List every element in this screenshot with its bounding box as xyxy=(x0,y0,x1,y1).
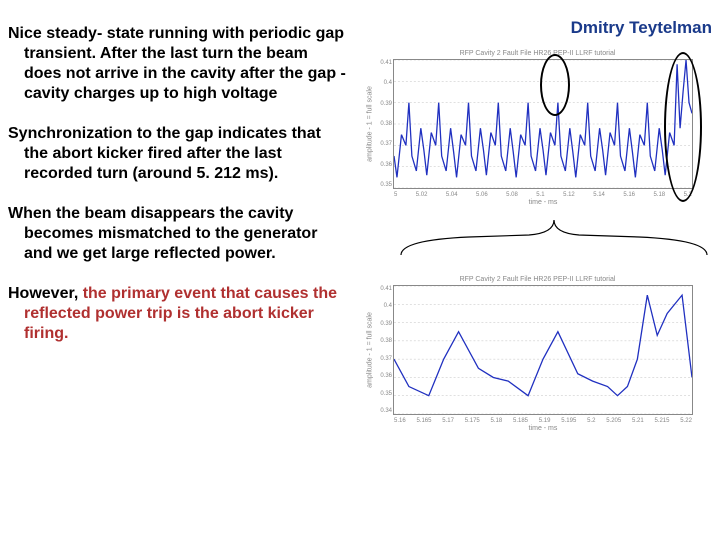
tick-label: 0.39 xyxy=(376,101,392,107)
tick-label: 5.21 xyxy=(632,418,644,424)
charts-column: RFP Cavity 2 Fault File HR26 PEP-II LLRF… xyxy=(365,50,710,442)
tick-label: 0.35 xyxy=(376,391,392,397)
tick-label: 0.35 xyxy=(376,182,392,188)
tick-label: 0.38 xyxy=(376,338,392,344)
paragraph-4-lead: However, xyxy=(8,285,83,302)
tick-label: 5.195 xyxy=(561,418,576,424)
paragraph-1: Nice steady- state running with periodic… xyxy=(4,24,349,104)
tick-label: 5.18 xyxy=(491,418,503,424)
tick-label: 5.185 xyxy=(513,418,528,424)
tick-label: 5.2 xyxy=(587,418,595,424)
chart-2-axes: amplitude - 1 = full scale 0.410.40.390.… xyxy=(393,285,693,415)
chart-1-xlabel: time - ms xyxy=(393,199,693,206)
chart-1-ylabel: amplitude - 1 = full scale xyxy=(367,86,374,162)
chart-2-plot xyxy=(394,286,692,414)
chart-2-xticks: 5.16 5.165 5.17 5.175 5.18 5.185 5.19 5.195 5.2 5… xyxy=(394,418,692,424)
tick-label: 5.17 xyxy=(442,418,454,424)
tick-label: 5.04 xyxy=(446,192,458,198)
text-column: Nice steady- state running with periodic… xyxy=(4,24,349,364)
tick-label: 5.165 xyxy=(416,418,431,424)
chart-2-xlabel: time - ms xyxy=(393,425,693,432)
tick-label: 5.06 xyxy=(476,192,488,198)
tick-label: 0.38 xyxy=(376,121,392,127)
tick-label: 0.36 xyxy=(376,373,392,379)
chart-2-title: RFP Cavity 2 Fault File HR26 PEP-II LLRF… xyxy=(365,276,710,283)
tick-label: 0.39 xyxy=(376,321,392,327)
paragraph-4: However, the primary event that causes t… xyxy=(4,284,349,344)
tick-label: 0.36 xyxy=(376,162,392,168)
tick-label: 5.22 xyxy=(680,418,692,424)
chart-2-yticks: 0.41 0.4 0.39 0.38 0.37 0.36 0.35 0.34 xyxy=(376,286,392,414)
tick-label: 5.1 xyxy=(536,192,544,198)
tick-label: 5.02 xyxy=(416,192,428,198)
tick-label: 0.4 xyxy=(376,80,392,86)
author-name: Dmitry Teytelman xyxy=(571,18,712,38)
chart-1-plot xyxy=(394,60,692,188)
tick-label: 5.205 xyxy=(606,418,621,424)
tick-label: 5.08 xyxy=(506,192,518,198)
chart-2-ylabel: amplitude - 1 = full scale xyxy=(367,312,374,388)
tick-label: 0.41 xyxy=(376,286,392,292)
zoom-brace xyxy=(379,215,709,275)
brace-path xyxy=(401,220,707,255)
tick-label: 0.37 xyxy=(376,141,392,147)
tick-label: 5.19 xyxy=(539,418,551,424)
tick-label: 0.4 xyxy=(376,303,392,309)
tick-label: 5.215 xyxy=(654,418,669,424)
tick-label: 0.34 xyxy=(376,408,392,414)
tick-label: 5.16 xyxy=(623,192,635,198)
tick-label: 0.41 xyxy=(376,60,392,66)
tick-label: 5.18 xyxy=(653,192,665,198)
tick-label: 5.16 xyxy=(394,418,406,424)
chart-1-title: RFP Cavity 2 Fault File HR26 PEP-II LLRF… xyxy=(365,50,710,57)
paragraph-2: Synchronization to the gap indicates tha… xyxy=(4,124,349,184)
chart-1-yticks: 0.41 0.4 0.39 0.38 0.37 0.36 0.35 xyxy=(376,60,392,188)
tick-label: 5 xyxy=(394,192,397,198)
chart-2: RFP Cavity 2 Fault File HR26 PEP-II LLRF… xyxy=(365,276,710,432)
tick-label: 5.2 xyxy=(684,192,692,198)
tick-label: 0.37 xyxy=(376,356,392,362)
tick-label: 5.12 xyxy=(563,192,575,198)
chart-1: RFP Cavity 2 Fault File HR26 PEP-II LLRF… xyxy=(365,50,710,206)
paragraph-3: When the beam disappears the cavity beco… xyxy=(4,204,349,264)
chart-1-axes: amplitude - 1 = full scale 0.410.40.390.… xyxy=(393,59,693,189)
tick-label: 5.14 xyxy=(593,192,605,198)
chart-1-xticks: 5 5.02 5.04 5.06 5.08 5.1 5.12 5.14 5.16 5.18 5.2 xyxy=(394,192,692,198)
tick-label: 5.175 xyxy=(465,418,480,424)
